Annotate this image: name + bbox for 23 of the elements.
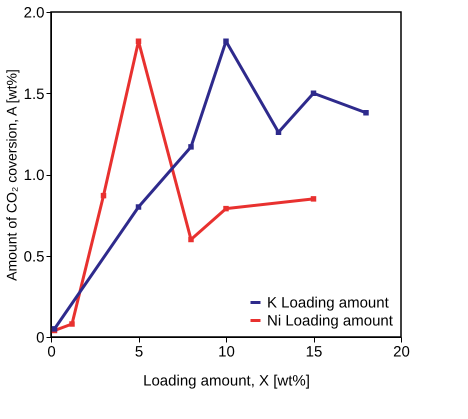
point — [310, 196, 316, 202]
y-tick-label: 1.5 — [24, 86, 44, 103]
point — [136, 38, 142, 44]
y-tick-label: 0.5 — [24, 248, 44, 266]
x-tick-label: 15 — [306, 344, 322, 360]
x-axis-title: Loading amount, X [wt%] — [143, 372, 310, 390]
point — [188, 144, 194, 150]
point — [223, 206, 229, 212]
y-tick-label: 2.0 — [24, 4, 44, 22]
x-tick-label: 0 — [47, 344, 56, 360]
point — [363, 110, 369, 116]
point — [276, 130, 282, 135]
y-tick-label: 1.0 — [24, 167, 44, 184]
legend-label: Ni Loading amount — [267, 312, 394, 330]
x-tick-label: 5 — [134, 344, 144, 360]
point — [223, 38, 229, 44]
legend-label: K Loading amount — [267, 294, 390, 312]
x-tick-label: 10 — [218, 344, 235, 360]
y-axis-title: Amount of CO₂ coversion, A [wt%] — [4, 69, 20, 281]
x-tick-label: 20 — [393, 344, 410, 360]
y-tick-label: 0 — [36, 330, 44, 346]
point — [100, 192, 106, 198]
point — [310, 90, 316, 96]
